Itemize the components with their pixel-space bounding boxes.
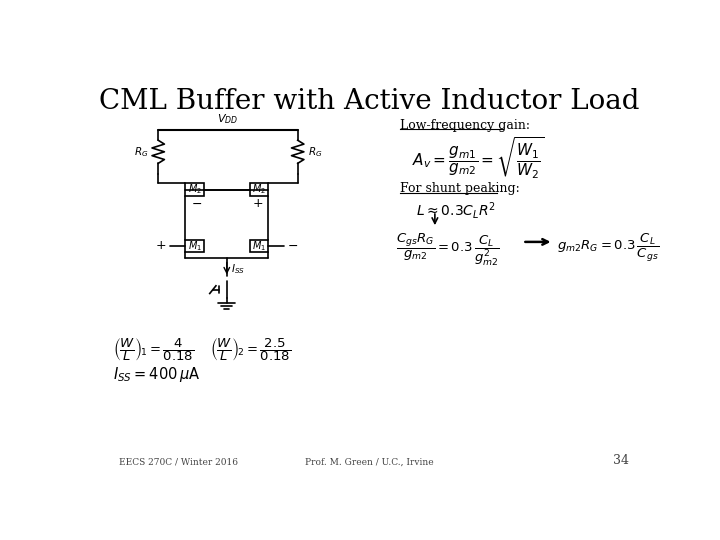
Text: $-$: $-$ bbox=[191, 197, 202, 210]
Text: $\dfrac{C_{gs}R_G}{g_{m2}} = 0.3\,\dfrac{C_L}{g_{m2}^2}$: $\dfrac{C_{gs}R_G}{g_{m2}} = 0.3\,\dfrac… bbox=[396, 232, 500, 268]
Text: $I_{SS}$: $I_{SS}$ bbox=[230, 262, 245, 276]
Text: Low-frequency gain:: Low-frequency gain: bbox=[400, 119, 530, 132]
Text: $\left(\dfrac{W}{L}\right)_{\!2} = \dfrac{2.5}{0.18}$: $\left(\dfrac{W}{L}\right)_{\!2} = \dfra… bbox=[210, 336, 292, 363]
Bar bbox=[250, 240, 269, 252]
Text: CML Buffer with Active Inductor Load: CML Buffer with Active Inductor Load bbox=[99, 88, 639, 115]
Text: $M_2$: $M_2$ bbox=[188, 183, 202, 197]
Text: $L \approx 0.3C_L R^2$: $L \approx 0.3C_L R^2$ bbox=[415, 200, 495, 220]
Text: $+$: $+$ bbox=[252, 197, 263, 210]
Text: 34: 34 bbox=[613, 454, 629, 467]
Text: For shunt peaking:: For shunt peaking: bbox=[400, 182, 520, 195]
Text: $R_G$: $R_G$ bbox=[134, 145, 148, 159]
Text: $g_{m2}R_G = 0.3\,\dfrac{C_L}{C_{gs}}$: $g_{m2}R_G = 0.3\,\dfrac{C_L}{C_{gs}}$ bbox=[557, 232, 659, 264]
Bar bbox=[250, 184, 269, 195]
Text: $M_1$: $M_1$ bbox=[252, 239, 266, 253]
Text: EECS 270C / Winter 2016: EECS 270C / Winter 2016 bbox=[120, 458, 238, 467]
Text: $+$: $+$ bbox=[156, 239, 167, 252]
Text: $I_{SS} = 400\,\mu\mathrm{A}$: $I_{SS} = 400\,\mu\mathrm{A}$ bbox=[113, 365, 200, 384]
Bar bbox=[185, 240, 204, 252]
Text: $\left(\dfrac{W}{L}\right)_{\!1} = \dfrac{4}{0.18}$: $\left(\dfrac{W}{L}\right)_{\!1} = \dfra… bbox=[113, 336, 194, 363]
Text: $-$: $-$ bbox=[287, 239, 298, 252]
Text: $R_G$: $R_G$ bbox=[307, 145, 323, 159]
Bar bbox=[185, 184, 204, 195]
Text: $A_v = \dfrac{g_{m1}}{g_{m2}} = \sqrt{\dfrac{W_1}{W_2}}$: $A_v = \dfrac{g_{m1}}{g_{m2}} = \sqrt{\d… bbox=[412, 136, 544, 181]
Text: Prof. M. Green / U.C., Irvine: Prof. M. Green / U.C., Irvine bbox=[305, 458, 433, 467]
Text: $V_{DD}$: $V_{DD}$ bbox=[217, 113, 238, 126]
Text: $M_1$: $M_1$ bbox=[188, 239, 202, 253]
Text: $M_2$: $M_2$ bbox=[252, 183, 266, 197]
